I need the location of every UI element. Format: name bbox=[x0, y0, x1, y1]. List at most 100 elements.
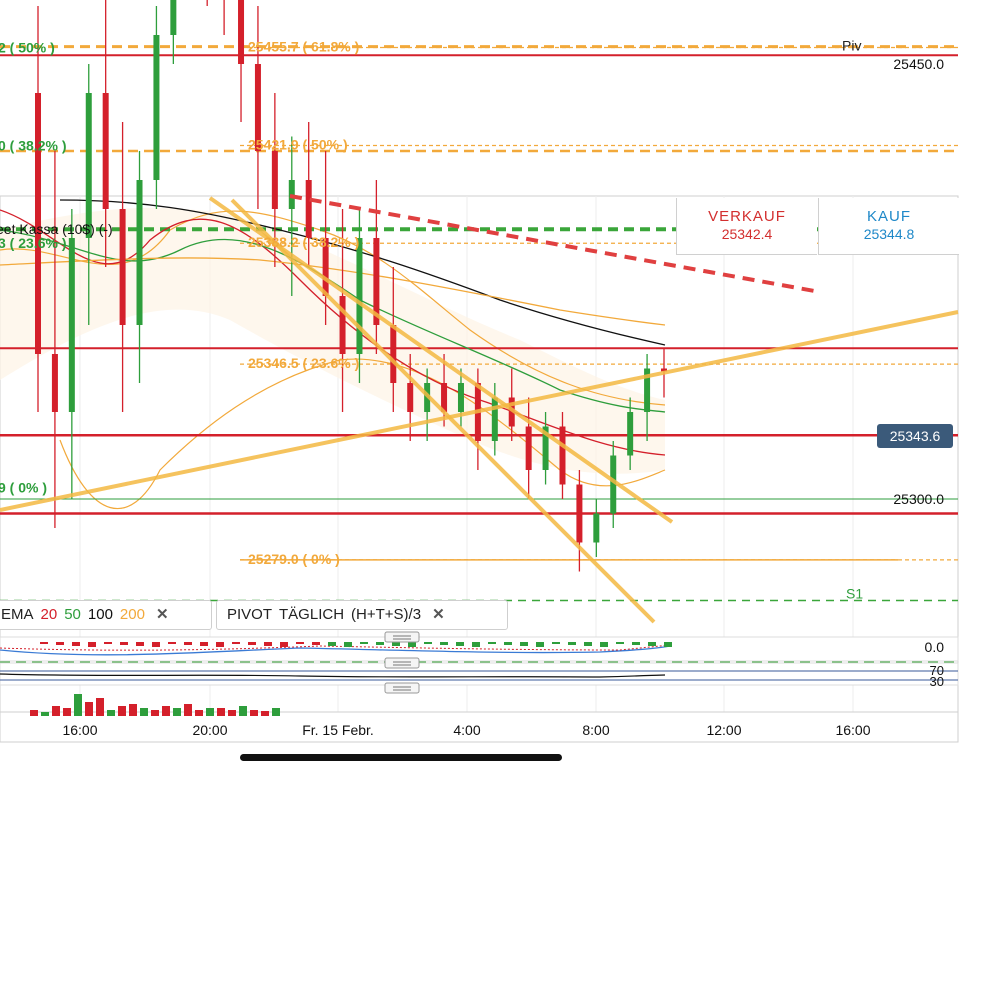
channel-lower-line[interactable] bbox=[230, 198, 656, 624]
macd-histogram-bar bbox=[632, 642, 640, 645]
buy-price: 25344.8 bbox=[863, 226, 915, 242]
panel-resize-handle[interactable] bbox=[384, 657, 420, 669]
ema-period-200: 200 bbox=[119, 606, 145, 623]
candle-body bbox=[271, 151, 278, 209]
candle-body bbox=[85, 93, 92, 238]
candle-body bbox=[593, 513, 600, 543]
ema-100-line bbox=[59, 199, 666, 346]
macd-histogram-bar bbox=[552, 642, 560, 644]
time-axis-label: 12:00 bbox=[706, 722, 741, 738]
pivot-label: Piv bbox=[842, 37, 861, 53]
volume-bar bbox=[52, 706, 60, 716]
macd-histogram-bar bbox=[440, 642, 448, 645]
volume-bar bbox=[272, 708, 280, 716]
fib-level-label: 25279.0 ( 0% ) bbox=[248, 551, 340, 567]
uptrend-line[interactable] bbox=[0, 310, 959, 512]
home-indicator[interactable] bbox=[240, 754, 562, 761]
macd-histogram-bar bbox=[664, 642, 672, 647]
macd-histogram-bar bbox=[584, 642, 592, 646]
candle-body bbox=[407, 383, 414, 412]
macd-histogram-bar bbox=[568, 642, 576, 645]
macd-histogram-bar bbox=[296, 642, 304, 644]
macd-histogram-bar bbox=[536, 642, 544, 647]
pivot-legend[interactable]: PIVOT TÄGLICH (H+T+S)/3 ✕ bbox=[216, 600, 508, 630]
candle-body bbox=[170, 0, 177, 35]
candle-body bbox=[153, 35, 160, 180]
volume-bar bbox=[41, 712, 49, 716]
macd-histogram-bar bbox=[104, 642, 112, 644]
candle-body bbox=[627, 412, 634, 456]
volume-bar bbox=[74, 694, 82, 716]
channel-upper-line[interactable] bbox=[208, 196, 674, 524]
volume-bar bbox=[151, 710, 159, 716]
macd-histogram-bar bbox=[40, 642, 48, 644]
fib-level-label: 25388.2 ( 38.2% ) bbox=[248, 234, 359, 250]
macd-histogram-bar bbox=[392, 642, 400, 646]
candle-body bbox=[102, 93, 109, 209]
ema-period-50: 50 bbox=[64, 606, 81, 623]
volume-bar bbox=[63, 708, 71, 716]
macd-histogram-bar bbox=[120, 642, 128, 645]
downtrend-dashed-line[interactable] bbox=[289, 194, 821, 294]
instrument-label: eet Kassa (10$) (-) bbox=[0, 221, 113, 237]
volume-bar bbox=[118, 706, 126, 716]
current-price-label: 25343.6 bbox=[877, 424, 953, 448]
macd-histogram-bar bbox=[72, 642, 80, 646]
fib-level-label: 25346.5 ( 23.6% ) bbox=[248, 355, 359, 371]
macd-histogram-bar bbox=[312, 642, 320, 645]
volume-bar bbox=[195, 710, 203, 716]
macd-histogram-bar bbox=[280, 642, 288, 647]
candle-body bbox=[68, 238, 75, 412]
time-axis-label: 20:00 bbox=[192, 722, 227, 738]
macd-histogram-bar bbox=[232, 642, 240, 644]
ema-name: EMA bbox=[1, 606, 34, 623]
fib-left-label: 9 ( 0% ) bbox=[0, 479, 47, 495]
candle-body bbox=[322, 238, 329, 296]
candle-body bbox=[610, 455, 617, 514]
panel-resize-handle[interactable] bbox=[384, 631, 420, 643]
candle-body bbox=[339, 296, 346, 354]
fib-left-label: 2 ( 50% ) bbox=[0, 39, 55, 55]
volume-bar bbox=[250, 710, 258, 716]
macd-histogram-bar bbox=[216, 642, 224, 647]
candle-body bbox=[254, 64, 261, 151]
time-axis-label: 16:00 bbox=[62, 722, 97, 738]
buy-button[interactable]: KAUF 25344.8 bbox=[818, 198, 959, 255]
macd-zero-label: 0.0 bbox=[925, 639, 945, 655]
candle-body bbox=[390, 325, 397, 383]
volume-bar bbox=[184, 704, 192, 716]
macd-histogram-bar bbox=[520, 642, 528, 646]
macd-histogram-bar bbox=[456, 642, 464, 646]
time-axis-label: 8:00 bbox=[582, 722, 609, 738]
pivot-period: TÄGLICH bbox=[279, 606, 345, 623]
volume-bar bbox=[30, 710, 38, 716]
macd-histogram-bar bbox=[264, 642, 272, 646]
volume-bar bbox=[96, 698, 104, 716]
close-ema-icon[interactable]: ✕ bbox=[155, 606, 169, 623]
candle-body bbox=[457, 383, 464, 412]
macd-histogram-bar bbox=[184, 642, 192, 645]
candle-body bbox=[559, 426, 566, 485]
candle-body bbox=[576, 484, 583, 543]
volume-bar bbox=[228, 710, 236, 716]
candle-body bbox=[441, 383, 448, 412]
pivot-name: PIVOT bbox=[227, 606, 273, 623]
macd-histogram-bar bbox=[488, 642, 496, 644]
ema-20-line bbox=[0, 209, 666, 456]
macd-histogram-bar bbox=[504, 642, 512, 645]
volume-bar bbox=[173, 708, 181, 716]
macd-histogram-bar bbox=[152, 642, 160, 647]
macd-histogram-bar bbox=[56, 642, 64, 645]
panel-resize-handle[interactable] bbox=[384, 682, 420, 694]
ema-legend[interactable]: EMA 20 50 100 200 ✕ bbox=[0, 600, 212, 630]
volume-bar bbox=[217, 708, 225, 716]
volume-bar bbox=[239, 706, 247, 716]
macd-histogram-bar bbox=[328, 642, 336, 646]
macd-histogram-bar bbox=[168, 642, 176, 644]
close-pivot-icon[interactable]: ✕ bbox=[432, 606, 445, 623]
macd-histogram-bar bbox=[136, 642, 144, 646]
rsi-lower-label: 30 bbox=[930, 674, 944, 689]
sell-button[interactable]: VERKAUF 25342.4 bbox=[676, 198, 817, 255]
candle-body bbox=[491, 397, 498, 441]
